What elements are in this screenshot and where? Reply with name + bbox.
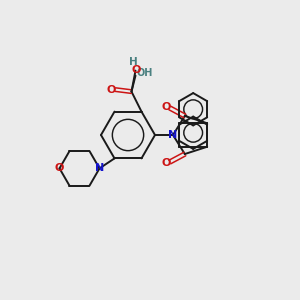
Text: O: O: [55, 164, 64, 173]
Text: N: N: [168, 130, 178, 140]
Text: O: O: [107, 85, 116, 94]
Text: N: N: [95, 164, 104, 173]
Text: O: O: [161, 158, 170, 168]
Text: O: O: [132, 64, 141, 75]
Text: H: H: [129, 57, 138, 67]
Text: O: O: [161, 102, 170, 112]
Text: OH: OH: [136, 68, 153, 78]
